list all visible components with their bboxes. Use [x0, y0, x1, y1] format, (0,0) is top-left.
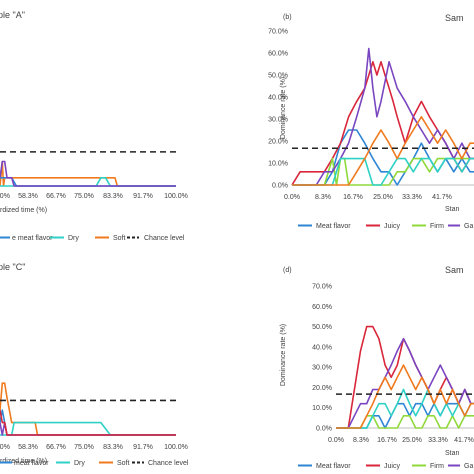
legend-label: Firm — [430, 223, 444, 230]
legend-label: Chance level — [144, 235, 185, 242]
series-line-meat-flavor — [292, 129, 474, 186]
series-line-soft — [0, 382, 176, 436]
x-tick-label: 83.3% — [103, 444, 123, 451]
y-tick-label: 20.0% — [312, 385, 332, 392]
y-tick-label: 50.0% — [268, 73, 288, 80]
legend-label: Meat flavor — [316, 463, 351, 470]
x-axis-label: Stan — [445, 450, 460, 457]
legend-label: Dry — [68, 235, 79, 242]
x-tick-label: 83.3% — [103, 193, 123, 200]
panel-label: (d) — [283, 267, 292, 274]
x-tick-label: 58.3% — [18, 193, 38, 200]
x-tick-label: 33.3% — [402, 194, 422, 201]
x-axis-label: Stan — [445, 206, 460, 213]
legend-label: Juicy — [384, 463, 400, 470]
x-tick-label: 8.3% — [353, 437, 369, 444]
panel-title: Sam — [445, 265, 464, 275]
series-line-gamey — [0, 421, 176, 436]
panel-label: (b) — [283, 14, 292, 21]
y-tick-label: 60.0% — [268, 51, 288, 58]
x-tick-label: 75.0% — [74, 193, 94, 200]
x-tick-label: 100.0% — [164, 193, 188, 200]
y-tick-label: 0.0% — [272, 183, 288, 190]
panel-title: Sam — [445, 13, 464, 23]
x-tick-label: 91.7% — [133, 193, 153, 200]
series-line-gamey — [0, 160, 176, 187]
y-tick-label: 10.0% — [312, 405, 332, 412]
y-tick-label: 10.0% — [268, 161, 288, 168]
legend-label: Soft — [117, 460, 130, 467]
legend-label: Soft — [113, 235, 126, 242]
x-tick-label: 25.0% — [373, 194, 393, 201]
legend-label: Ga — [464, 463, 473, 470]
y-tick-label: 30.0% — [312, 365, 332, 372]
legend-label: Ga — [464, 223, 473, 230]
x-tick-label: 16.7% — [343, 194, 363, 201]
legend-label: e meat flavor — [12, 235, 53, 242]
x-tick-label: 33.3% — [428, 437, 448, 444]
legend-label: Firm — [430, 463, 444, 470]
series-line-meat-flavor — [336, 402, 474, 429]
x-tick-label: 25.0% — [402, 437, 422, 444]
y-tick-label: 40.0% — [268, 95, 288, 102]
series-line-cyan — [336, 388, 474, 429]
series-line-cyan — [292, 157, 474, 186]
legend-label: Chance level — [148, 460, 189, 467]
series-line-juicy — [0, 409, 176, 436]
series-line-e-meat-flavor — [0, 177, 176, 187]
series-line-juicy — [291, 60, 474, 186]
x-tick-label: 66.7% — [46, 193, 66, 200]
x-tick-label: 91.7% — [133, 444, 153, 451]
series-line-soft — [0, 160, 176, 187]
legend-label: meat flavor — [14, 460, 49, 467]
series-line-gamey — [292, 47, 474, 186]
x-axis-label: rdized time (%) — [0, 458, 47, 465]
panel-title: ple "C" — [0, 262, 25, 272]
x-tick-label: 66.7% — [46, 444, 66, 451]
x-tick-label: 8.3% — [315, 194, 331, 201]
series-line-orange — [292, 116, 474, 186]
y-tick-label: 70.0% — [268, 29, 288, 36]
series-line-dry — [0, 421, 176, 436]
x-axis-label: rdized time (%) — [0, 207, 47, 214]
y-tick-label: 20.0% — [268, 139, 288, 146]
x-tick-label: 50.0% — [0, 193, 10, 200]
y-tick-label: 60.0% — [312, 304, 332, 311]
y-tick-label: 30.0% — [268, 117, 288, 124]
x-tick-label: 41.7% — [454, 437, 474, 444]
panel-title: ple "A" — [0, 10, 25, 20]
x-tick-label: 75.0% — [74, 444, 94, 451]
y-tick-label: 40.0% — [312, 344, 332, 351]
y-tick-label: 50.0% — [312, 324, 332, 331]
y-tick-label: 70.0% — [312, 284, 332, 291]
x-tick-label: 58.3% — [18, 444, 38, 451]
legend-label: Juicy — [384, 223, 400, 230]
x-tick-label: 16.7% — [377, 437, 397, 444]
x-tick-label: 0.0% — [328, 437, 344, 444]
legend-label: Meat flavor — [316, 223, 351, 230]
series-line-firm — [336, 414, 474, 429]
x-tick-label: 50.0% — [0, 444, 10, 451]
y-axis-label: Dominance rate (%) — [280, 77, 287, 139]
legend-label: Dry — [74, 460, 85, 467]
x-tick-label: 41.7% — [432, 194, 452, 201]
y-axis-label: Dominance rate (%) — [280, 324, 287, 386]
y-tick-label: 0.0% — [316, 426, 332, 433]
series-line-orange — [336, 364, 474, 429]
series-line-dry — [0, 177, 176, 187]
x-tick-label: 0.0% — [284, 194, 300, 201]
x-tick-label: 100.0% — [164, 444, 188, 451]
